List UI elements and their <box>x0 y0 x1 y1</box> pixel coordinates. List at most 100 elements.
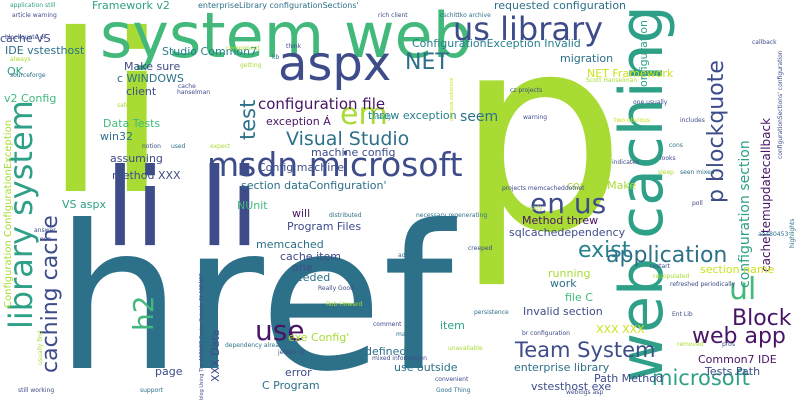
word-pros: pros <box>722 341 735 348</box>
word-test: test <box>236 99 260 140</box>
word-exe-config: exe Config' <box>288 331 350 344</box>
word-xxx-data: XXX Data <box>209 329 222 382</box>
word-ent-lib: Ent Lib <box>672 311 693 318</box>
word-rich-client: rich client <box>378 12 408 19</box>
word-cache-item: cache item <box>280 250 341 263</box>
word-web-app: web app <box>692 324 786 349</box>
word-p-blockquote: p blockquote <box>704 60 729 203</box>
word-cschittko-archive: cschittko archive <box>440 12 491 19</box>
word-config-machine: Config machine <box>258 161 345 174</box>
word-aspx: aspx <box>278 36 392 92</box>
word-obvious-solutions: obvious solutions <box>449 77 455 121</box>
word-poll: poll <box>692 200 703 207</box>
word-projects-memcacheddotnet: projects memcacheddotnet <box>502 185 585 192</box>
word-ul: ul <box>729 272 757 307</box>
word-answer: answer <box>34 227 56 234</box>
word-h2: h2 <box>127 295 160 331</box>
word-work: work <box>550 277 577 290</box>
word-sqlcachedependency: sqlcachedependency <box>509 226 626 239</box>
word-en-us: en us <box>530 187 607 220</box>
word-c-windows: c WINDOWS <box>117 72 184 85</box>
word-maybe: maybe <box>396 331 417 338</box>
word-href: href <box>55 183 454 400</box>
word-really: really <box>375 114 392 121</box>
word-requested-configuration: requested configuration <box>494 0 627 12</box>
word-data-tests: Data Tests <box>103 117 161 130</box>
word-expect: expect <box>210 143 231 150</box>
word-unavailable: unavailable <box>448 345 483 352</box>
word-error: error <box>285 366 312 379</box>
word-looks: looks <box>660 155 676 162</box>
word-mixed-information: mixed information <box>372 355 427 362</box>
word-use: use <box>255 314 305 347</box>
word-enterprise-library: enterprise library <box>514 361 610 374</box>
word-notion: notion <box>142 143 161 150</box>
word-method-xxx: method XXX <box>112 169 181 182</box>
word-jehiah-cz: jehiah cz <box>278 349 305 356</box>
word-vs-aspx: VS aspx <box>62 198 106 211</box>
word-microsoft: microsoft <box>652 366 750 390</box>
word-team-system: Team System <box>515 338 656 362</box>
word-path-method: Path Method <box>594 372 663 385</box>
word-us-library: us library <box>453 10 604 48</box>
word-config-make: config' Make <box>567 179 637 192</box>
word-comment: comment <box>373 321 402 328</box>
word-invalid-section: Invalid section <box>523 305 603 318</box>
word-em: em <box>340 97 388 132</box>
word-good-thing: Good Thing <box>436 387 471 394</box>
word-application: application <box>606 243 728 268</box>
word-needed: needed <box>289 271 331 284</box>
word-rob-howard: Rob Howard <box>326 301 363 308</box>
word-refreshed-periodically: refreshed periodically <box>670 281 736 288</box>
word-hanselman: hanselman <box>177 89 211 96</box>
word-net: NET <box>405 50 449 75</box>
word-tests-path: Tests Path <box>705 365 761 378</box>
word-threw-exception: threw exception <box>368 109 457 122</box>
word-item: item <box>440 319 465 332</box>
word-persistence: persistence <box>474 309 509 316</box>
word-distributed: distributed <box>329 212 362 219</box>
word-enterpriselibrary-configurationsections: enterpriseLibrary configurationSections' <box>198 1 359 10</box>
word-weblogs-asp: weblogs asp <box>566 389 604 396</box>
word-two-obvious: two obvious <box>614 117 651 124</box>
word-machine-config: machine config <box>311 146 396 159</box>
word-necessary-regenerating: necessary regenerating <box>416 212 488 219</box>
word-article-warning: article warning <box>12 12 57 19</box>
word-win32: win32 <box>100 130 134 143</box>
word-kb: kb <box>272 54 280 61</box>
word-already: already <box>520 205 543 212</box>
word-highlights: highlights <box>789 218 796 248</box>
word-restart: restart <box>650 263 671 270</box>
word-seem: seem <box>460 109 499 125</box>
word-still-working: still working <box>18 387 55 394</box>
word-xxx-xxx: XXX XXX <box>596 323 645 336</box>
word-system-web: system web <box>100 0 473 72</box>
word-li-li: li li <box>105 146 260 271</box>
word-really-good: Really Good <box>318 285 354 292</box>
word-cache: cache <box>178 83 196 90</box>
word-sourceforge: sourceforge <box>10 72 46 79</box>
word-section-name: section name <box>700 263 775 276</box>
word-aa480453: aa480453 <box>758 231 789 238</box>
word-configurationsections-configuration: configurationSections' configuration <box>777 50 784 159</box>
word-addition: addition <box>398 252 423 259</box>
word-cacheitemupdatecallback: cacheitemupdatecallback <box>759 117 773 272</box>
word-framework-v2: Framework v2 <box>92 0 170 12</box>
word-make-sure: Make sure <box>124 60 181 73</box>
word-need: need <box>596 136 611 143</box>
word-exception: exception Á <box>266 115 331 128</box>
word-callback: callback <box>752 39 777 46</box>
word-br-configuration: br configuration <box>522 330 570 337</box>
word-page: page <box>155 365 183 378</box>
word-section-dataconfiguration: section dataConfiguration' <box>241 179 387 192</box>
word-file-c: file C <box>565 291 593 304</box>
word-p: p <box>455 0 627 292</box>
word-client: client <box>126 85 157 98</box>
word-blockquote-ol: blockquote ol <box>5 34 46 41</box>
word-indicates: indicates <box>612 159 640 166</box>
word-includes: includes <box>680 117 705 124</box>
word-studio-common7: Studio Common7 <box>162 45 258 58</box>
word-scott-hanselman: Scott Hanselman <box>586 77 638 84</box>
word-configurationexception-invalid: ConfigurationException Invalid <box>412 37 581 50</box>
